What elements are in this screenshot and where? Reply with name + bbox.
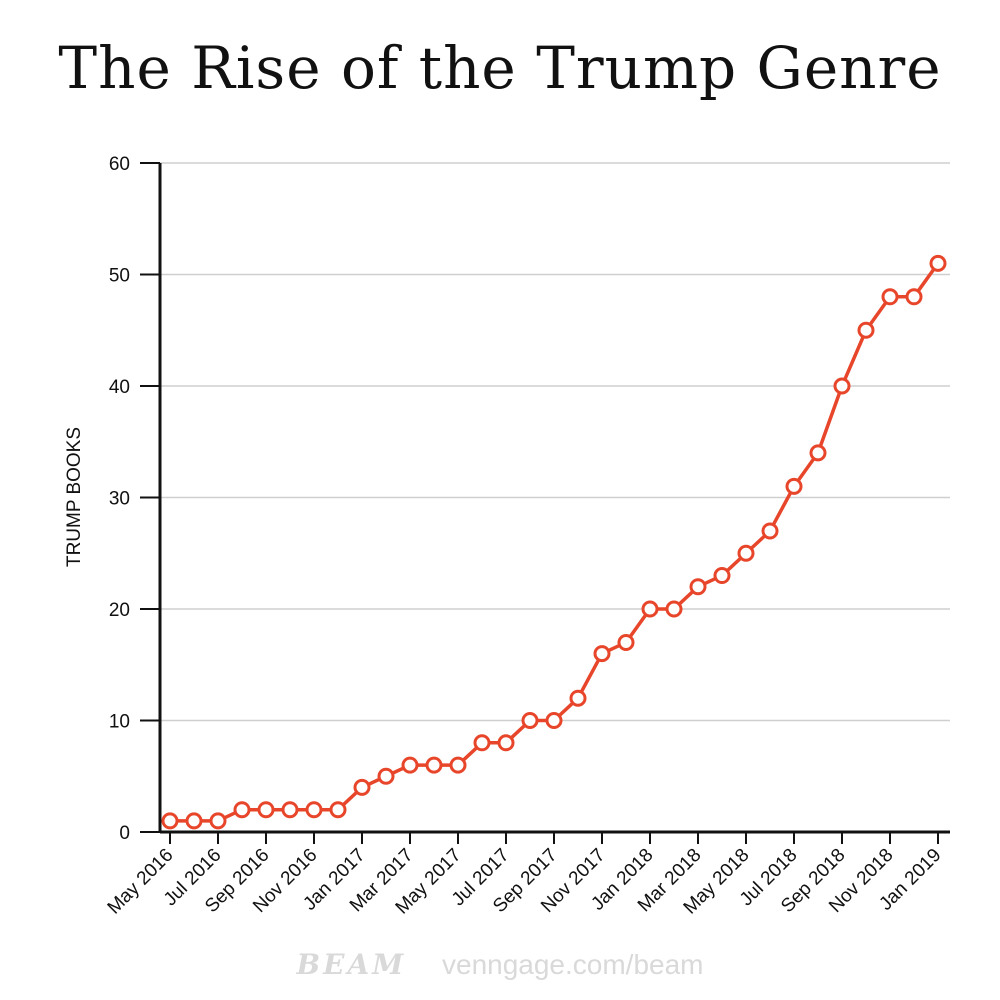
y-tick-label: 10 xyxy=(109,712,130,733)
data-point xyxy=(857,321,875,339)
data-point xyxy=(401,756,419,774)
data-point xyxy=(473,734,491,752)
data-point xyxy=(545,712,563,729)
data-point xyxy=(329,801,347,819)
data-point xyxy=(449,756,467,774)
y-axis: 0 10 20 30 40 50 60 xyxy=(109,154,162,844)
gridlines xyxy=(160,162,950,722)
data-point xyxy=(353,778,371,796)
data-point xyxy=(497,734,515,752)
data-point xyxy=(161,812,179,830)
watermark: BEAM venngage.com/beam xyxy=(0,948,1000,981)
y-tick-label: 50 xyxy=(109,266,130,287)
chart-title: The Rise of the Trump Genre xyxy=(58,34,942,102)
data-point xyxy=(593,645,611,663)
data-point xyxy=(737,544,755,562)
data-point xyxy=(377,767,395,785)
data-point xyxy=(905,288,923,306)
series-layer xyxy=(161,254,947,830)
data-point xyxy=(617,633,635,651)
data-point xyxy=(521,712,539,729)
data-point xyxy=(257,801,275,819)
watermark-url: venngage.com/beam xyxy=(442,949,704,980)
data-point xyxy=(425,756,443,774)
data-point xyxy=(833,377,851,395)
data-point xyxy=(785,477,803,495)
data-point xyxy=(809,444,827,462)
data-point xyxy=(929,254,947,272)
data-point xyxy=(665,600,683,618)
data-point xyxy=(761,522,779,540)
data-point xyxy=(281,801,299,819)
data-point xyxy=(209,812,227,830)
data-point xyxy=(185,812,203,830)
y-tick-label: 0 xyxy=(119,823,130,844)
data-point xyxy=(233,801,251,819)
y-tick-label: 60 xyxy=(109,154,130,175)
data-point xyxy=(881,288,899,306)
data-point xyxy=(689,578,707,596)
data-point xyxy=(569,689,587,707)
y-axis-label: TRUMP BOOKS xyxy=(64,427,85,567)
data-point xyxy=(305,801,323,819)
y-tick-label: 20 xyxy=(109,600,130,621)
x-tick-label: May 2016 xyxy=(104,845,178,919)
y-tick-label: 40 xyxy=(109,377,130,398)
y-tick-label: 30 xyxy=(109,489,130,510)
data-point xyxy=(641,600,659,618)
watermark-brand: BEAM xyxy=(296,948,407,981)
data-point xyxy=(713,567,731,585)
series-line xyxy=(170,262,940,823)
